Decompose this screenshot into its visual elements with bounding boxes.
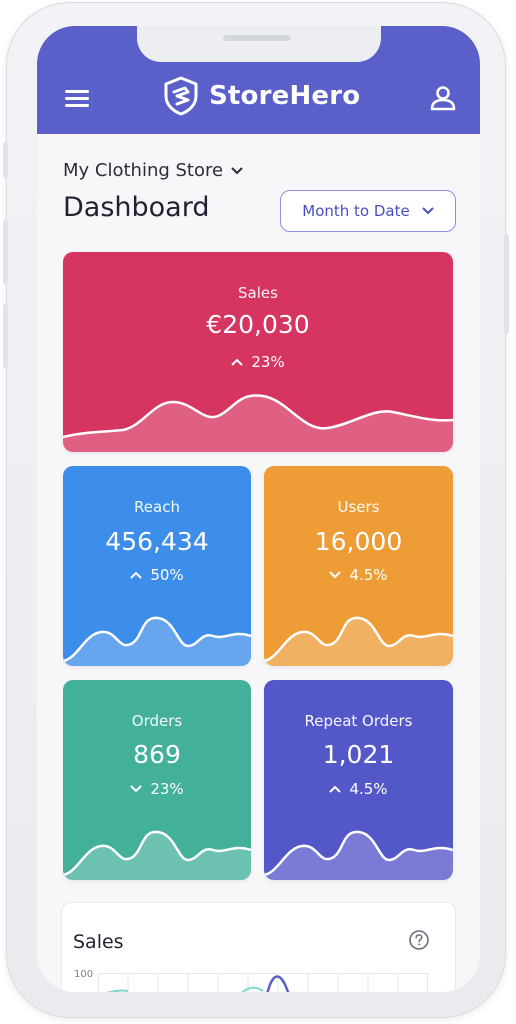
chevron-down-icon <box>130 785 143 793</box>
question-circle-icon[interactable] <box>408 929 430 951</box>
phone-speaker <box>223 35 291 41</box>
kpi-change: 23% <box>63 353 453 371</box>
chart-series-line <box>266 975 290 992</box>
side-button <box>3 304 8 368</box>
kpi-change: 4.5% <box>264 566 453 584</box>
sales-chart-plot <box>98 973 428 992</box>
kpi-change: 4.5% <box>264 780 453 798</box>
hamburger-icon[interactable] <box>65 90 89 108</box>
brand-logo[interactable]: StoreHero <box>163 75 360 117</box>
phone-notch <box>137 26 381 62</box>
page-title: Dashboard <box>63 192 210 223</box>
chevron-up-icon <box>231 358 244 366</box>
y-tick-label: 100 <box>74 969 94 980</box>
sales-sparkline <box>63 394 453 452</box>
chevron-down-icon <box>231 166 243 174</box>
chevron-down-icon <box>329 571 342 579</box>
sales-chart-card: Sales 100 <box>61 902 456 992</box>
app-screen: StoreHero My Clothing Store Dashboard Mo… <box>37 26 480 992</box>
kpi-value: 456,434 <box>105 527 209 556</box>
store-selector[interactable]: My Clothing Store <box>63 160 243 181</box>
kpi-change-value: 50% <box>150 566 184 584</box>
repeat-orders-sparkline <box>264 830 453 880</box>
date-range-label: Month to Date <box>302 202 410 220</box>
store-selector-label: My Clothing Store <box>63 160 224 181</box>
orders-kpi-card[interactable]: Orders 869 23% <box>63 680 251 880</box>
users-kpi-card[interactable]: Users 16,000 4.5% <box>264 466 453 666</box>
shield-logo-icon <box>164 76 198 116</box>
kpi-change-value: 4.5% <box>349 566 388 584</box>
user-icon[interactable] <box>429 84 457 112</box>
kpi-value: 869 <box>133 740 181 769</box>
chart-series-line <box>106 989 129 992</box>
kpi-change-value: 4.5% <box>349 780 388 798</box>
chart-grid <box>98 973 428 992</box>
kpi-value: 1,021 <box>322 740 395 769</box>
brand-name: StoreHero <box>209 81 361 111</box>
kpi-change: 50% <box>63 566 251 584</box>
kpi-value: €20,030 <box>206 310 310 339</box>
kpi-change-value: 23% <box>251 353 285 371</box>
kpi-label: Reach <box>134 498 180 516</box>
power-button <box>504 234 509 334</box>
kpi-change: 23% <box>63 780 251 798</box>
kpi-change-value: 23% <box>150 780 184 798</box>
repeat-orders-kpi-card[interactable]: Repeat Orders 1,021 4.5% <box>264 680 453 880</box>
kpi-label: Orders <box>131 712 183 730</box>
chart-series-line <box>241 986 264 992</box>
kpi-value: 16,000 <box>314 527 403 556</box>
reach-kpi-card[interactable]: Reach 456,434 50% <box>63 466 251 666</box>
kpi-label: Users <box>337 498 380 516</box>
side-button <box>3 142 8 178</box>
side-button <box>3 220 8 284</box>
kpi-label: Sales <box>238 284 278 302</box>
date-range-dropdown[interactable]: Month to Date <box>280 190 456 232</box>
chevron-down-icon <box>422 207 434 215</box>
orders-sparkline <box>63 830 251 880</box>
kpi-label: Repeat Orders <box>304 712 413 730</box>
sales-kpi-card[interactable]: Sales €20,030 23% <box>63 252 453 452</box>
users-sparkline <box>264 616 453 666</box>
chart-title: Sales <box>73 931 124 953</box>
chevron-up-icon <box>329 785 342 793</box>
reach-sparkline <box>63 616 251 666</box>
chevron-up-icon <box>130 571 143 579</box>
